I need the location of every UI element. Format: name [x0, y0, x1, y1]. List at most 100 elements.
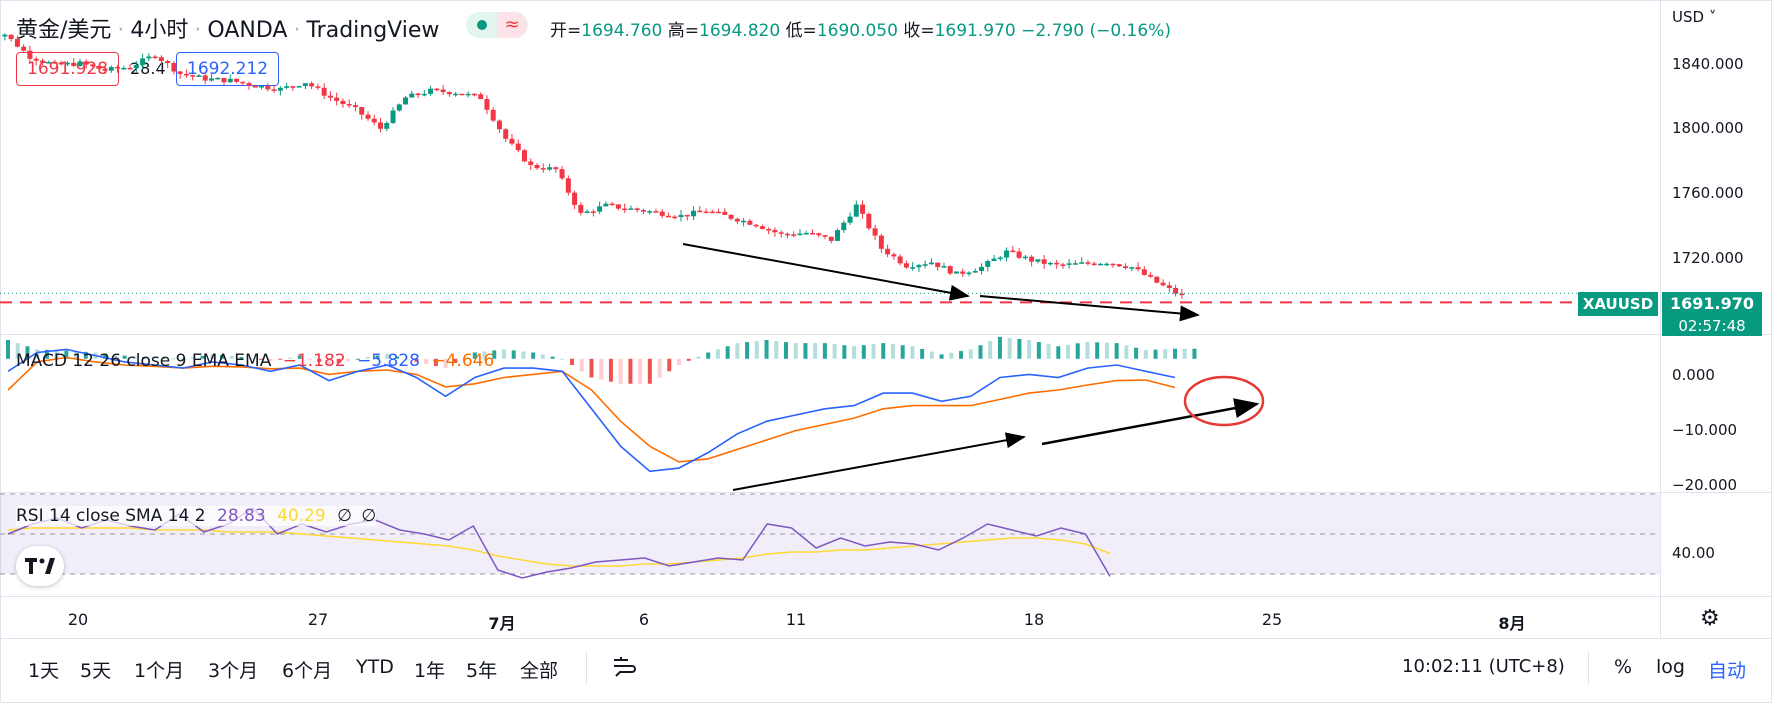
trend-arrow [732, 432, 1026, 491]
macd-histogram-bar [1056, 346, 1061, 359]
percent-scale-button[interactable]: % [1614, 656, 1633, 678]
candle-body [496, 120, 502, 130]
candle-body [1091, 263, 1097, 266]
candle-body [1123, 266, 1129, 268]
macd-histogram-bar [278, 358, 283, 360]
candle-body [572, 192, 578, 205]
candle-body [1066, 263, 1072, 265]
candle-body [252, 85, 258, 88]
macd-histogram-bar [647, 358, 652, 384]
symbol-name[interactable]: 黄金/美元 [16, 18, 112, 43]
macd-histogram-bar [560, 358, 565, 360]
tradingview-logo-icon[interactable] [16, 546, 64, 586]
candle-body [183, 73, 189, 76]
log-scale-button[interactable]: log [1656, 656, 1685, 678]
candle-body [1047, 262, 1053, 265]
candle-body [490, 109, 496, 121]
macd-histogram-bar [317, 358, 322, 362]
platform-label: TradingView [306, 18, 440, 43]
macd-histogram-bar [219, 355, 224, 359]
pane-separator[interactable] [0, 334, 1772, 335]
macd-histogram-bar [939, 354, 944, 359]
candle-body [553, 167, 559, 170]
macd-histogram-bar [1104, 342, 1109, 359]
macd-histogram-bar [1027, 340, 1032, 359]
candle-body [1160, 282, 1166, 286]
candle-body [64, 62, 70, 65]
candle-body [803, 232, 809, 235]
macd-histogram-bar [181, 358, 186, 360]
candle-body [841, 222, 847, 231]
macd-histogram-bar [356, 358, 361, 360]
macd-histogram-bar [511, 350, 516, 359]
range-6m-button[interactable]: 6个月 [282, 660, 333, 682]
candle-body [822, 235, 828, 237]
macd-legend[interactable]: MACD 12 26 close 9 EMA EMA −1.182 −5.828… [16, 351, 494, 371]
candle-body [872, 228, 878, 236]
candle-body [835, 230, 841, 241]
macd-histogram-bar [822, 343, 827, 359]
range-1d-button[interactable]: 1天 [28, 660, 60, 682]
candle-body [903, 263, 909, 268]
macd-histogram-bar [968, 349, 973, 359]
macd-histogram-bar [395, 356, 399, 359]
interval-label[interactable]: 4小时 [130, 18, 189, 43]
pane-separator[interactable] [0, 492, 1772, 493]
candle-body [446, 92, 452, 95]
macd-signal-line [7, 356, 1176, 463]
range-1y-button[interactable]: 1年 [414, 660, 446, 682]
range-5d-button[interactable]: 5天 [80, 660, 112, 682]
macd-histogram-bar [83, 351, 88, 359]
candle-body [891, 254, 897, 257]
macd-histogram-bar [997, 336, 1002, 359]
candle-body [259, 85, 265, 88]
candle-body [1010, 250, 1016, 252]
macd-histogram-bar [920, 348, 925, 359]
rsi-extra-2: ∅ [361, 506, 377, 526]
candle-body [622, 208, 628, 211]
range-1m-button[interactable]: 1个月 [134, 660, 185, 682]
market-status-pill[interactable]: ≈ [466, 12, 528, 38]
time-tick: 20 [67, 610, 89, 629]
candle-body [741, 220, 747, 223]
macd-histogram-bar [161, 357, 166, 359]
candle-body [340, 100, 346, 105]
settings-gear-icon[interactable]: ⚙ [1700, 606, 1720, 631]
candle-body [515, 143, 521, 151]
range-all-button[interactable]: 全部 [520, 660, 559, 682]
range-3m-button[interactable]: 3个月 [208, 660, 259, 682]
candle-body [121, 67, 127, 70]
macd-histogram-bar [852, 346, 857, 359]
candle-body [296, 86, 302, 88]
macd-histogram-bar [1163, 349, 1168, 359]
go-to-date-icon[interactable] [610, 654, 638, 686]
range-5y-button[interactable]: 5年 [466, 660, 498, 682]
macd-histogram-bar [890, 344, 895, 359]
macd-histogram-bar [1075, 343, 1080, 359]
candle-body [991, 258, 997, 262]
candle-body [1141, 269, 1147, 275]
candle-body [359, 107, 365, 115]
macd-histogram-bar [424, 358, 429, 364]
candle-body [847, 216, 853, 223]
candle-body [734, 218, 740, 222]
timezone-clock[interactable]: 10:02:11 (UTC+8) [1402, 656, 1565, 677]
rsi-legend[interactable]: RSI 14 close SMA 14 2 28.83 40.29 ∅ ∅ [16, 506, 377, 526]
candle-body [1035, 259, 1041, 262]
auto-scale-button[interactable]: 自动 [1708, 660, 1747, 682]
candle-body [979, 266, 985, 272]
macd-histogram-bar [978, 345, 983, 359]
candle-body [597, 206, 603, 212]
sell-price-button[interactable]: 1691.928 [16, 52, 120, 86]
range-ytd-button[interactable]: YTD [356, 656, 394, 678]
chevron-down-icon: ˅ [1708, 8, 1717, 26]
macd-histogram-bar [793, 343, 798, 359]
candle-body [684, 214, 690, 217]
candle-body [578, 204, 584, 213]
macd-histogram-bar [103, 353, 108, 359]
macd-histogram-bar [1192, 348, 1197, 359]
symbol-title[interactable]: 黄金/美元 · 4小时 · OANDA · TradingView [16, 18, 440, 43]
macd-histogram-bar [725, 346, 730, 359]
currency-selector[interactable]: USD ˅ [1672, 8, 1717, 26]
candle-body [334, 97, 340, 101]
